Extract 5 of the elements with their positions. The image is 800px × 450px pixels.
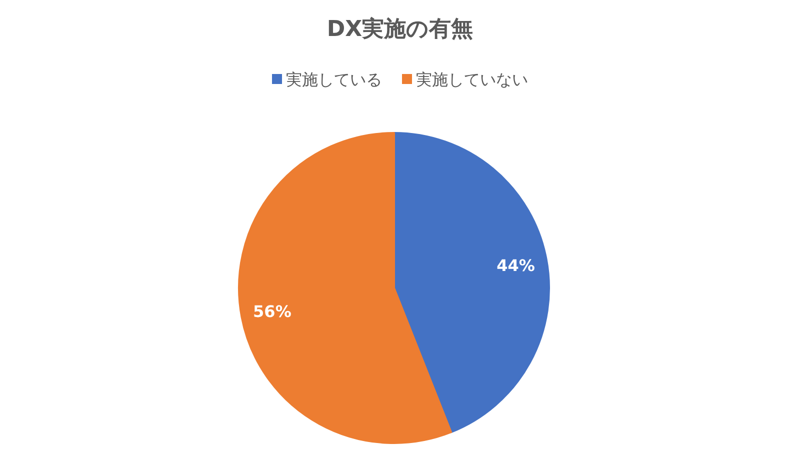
data-label: 44% bbox=[496, 256, 535, 275]
chart-title: DX実施の有無 bbox=[326, 16, 474, 42]
data-label: 56% bbox=[253, 302, 292, 322]
legend-label: 実施していない bbox=[416, 70, 528, 89]
legend-label: 実施している bbox=[286, 70, 382, 89]
